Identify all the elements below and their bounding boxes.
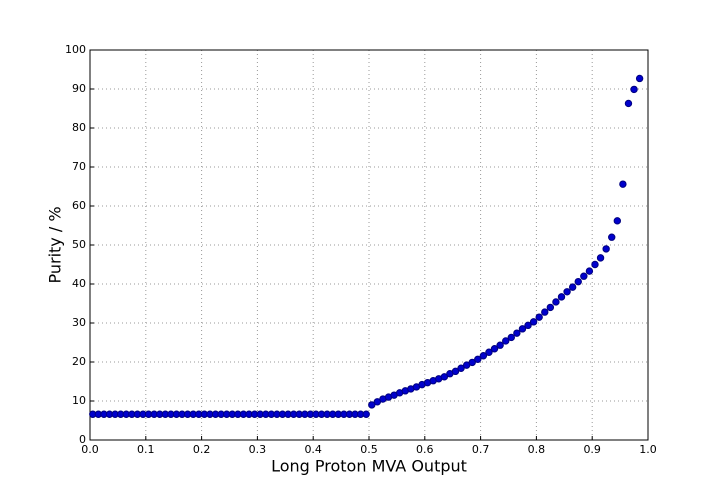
data-point — [552, 298, 560, 306]
x-tick-label: 0.7 — [472, 443, 490, 456]
y-tick-label: 0 — [79, 433, 86, 446]
data-point — [585, 267, 594, 275]
y-tick-label: 70 — [72, 160, 86, 173]
data-point — [557, 293, 566, 301]
data-point — [440, 373, 449, 381]
data-point — [518, 325, 527, 333]
x-tick-label: 0.0 — [81, 443, 99, 456]
y-tick-label: 50 — [72, 238, 86, 251]
data-point — [513, 329, 521, 337]
data-point — [457, 364, 465, 372]
data-point — [591, 260, 599, 269]
data-point — [490, 345, 499, 353]
data-point — [468, 358, 476, 367]
data-point — [630, 85, 638, 94]
data-point — [619, 180, 627, 188]
x-tick-label: 0.1 — [137, 443, 155, 456]
data-point — [608, 233, 616, 241]
x-tick-label: 0.8 — [528, 443, 546, 456]
data-point — [479, 352, 488, 360]
data-point — [596, 254, 605, 262]
y-tick-label: 90 — [72, 82, 86, 95]
data-point — [546, 303, 555, 312]
x-tick-label: 0.3 — [249, 443, 267, 456]
x-tick-label: 0.5 — [360, 443, 378, 456]
data-point — [451, 367, 460, 376]
data-point — [502, 337, 510, 345]
data-point — [624, 99, 633, 108]
data-point — [541, 308, 549, 316]
data-point — [574, 277, 582, 286]
data-point — [580, 272, 588, 280]
data-point — [563, 288, 571, 296]
data-point — [568, 283, 577, 291]
x-axis-label: Long Proton MVA Output — [271, 457, 467, 476]
data-point — [602, 245, 610, 253]
data-point — [613, 217, 622, 225]
plot-frame — [89, 49, 649, 441]
data-point — [507, 333, 515, 342]
y-tick-label: 40 — [72, 277, 86, 290]
data-point — [529, 318, 538, 326]
data-point — [474, 355, 482, 363]
y-tick-label: 100 — [65, 43, 86, 56]
data-point — [362, 410, 370, 418]
data-point — [535, 313, 543, 321]
data-point — [635, 74, 644, 83]
y-tick-label: 60 — [72, 199, 86, 212]
y-axis-label: Purity / % — [46, 206, 65, 283]
data-point — [485, 348, 493, 356]
y-tick-label: 80 — [72, 121, 86, 134]
x-tick-label: 0.4 — [304, 443, 322, 456]
x-tick-label: 0.2 — [193, 443, 211, 456]
data-point — [496, 341, 504, 349]
x-tick-label: 1.0 — [639, 443, 657, 456]
x-tick-label: 0.9 — [583, 443, 601, 456]
y-tick-label: 30 — [72, 316, 86, 329]
y-tick-label: 20 — [72, 355, 86, 368]
data-point — [524, 321, 532, 330]
data-point — [368, 401, 376, 409]
x-tick-label: 0.6 — [416, 443, 434, 456]
y-tick-label: 10 — [72, 394, 86, 407]
